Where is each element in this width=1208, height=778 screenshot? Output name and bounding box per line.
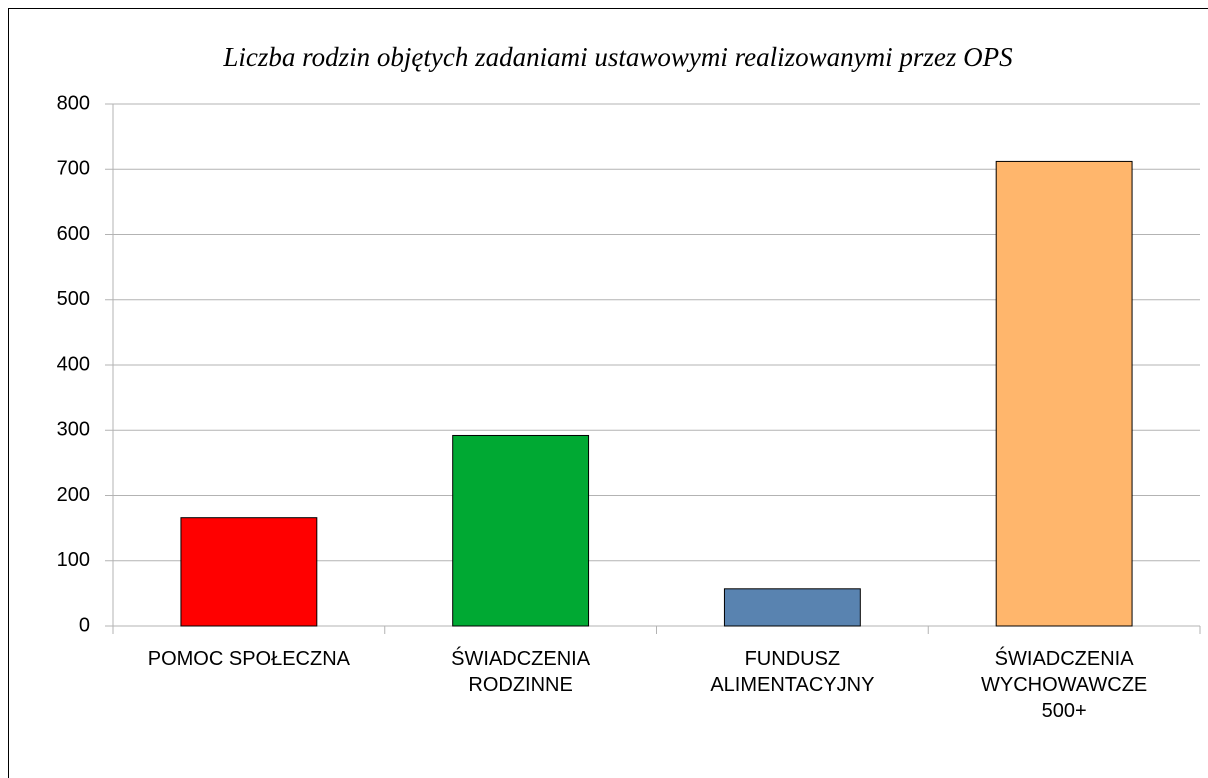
chart-title: Liczba rodzin objętych zadaniami ustawow… bbox=[222, 42, 1013, 72]
x-tick-label: FUNDUSZ ALIMENTACYJNY bbox=[710, 648, 875, 696]
y-tick-label: 500 bbox=[57, 288, 90, 310]
x-tick-label: ŚWIADCZENIA RODZINNE bbox=[451, 648, 591, 696]
x-tick-label: POMOC SPOŁECZNA bbox=[147, 648, 350, 670]
frame bbox=[8, 8, 1208, 778]
y-tick-label: 600 bbox=[57, 223, 90, 245]
y-tick-label: 800 bbox=[57, 92, 90, 114]
x-tick-label: ŚWIADCZENIA WYCHOWAWCZE 500+ bbox=[980, 648, 1148, 722]
y-tick-label: 200 bbox=[57, 484, 90, 506]
y-tick-label: 100 bbox=[57, 549, 90, 571]
y-tick-label: 0 bbox=[79, 614, 90, 636]
bar bbox=[995, 160, 1133, 627]
y-tick-label: 300 bbox=[57, 419, 90, 441]
bar bbox=[180, 517, 318, 627]
bar bbox=[723, 588, 861, 627]
y-tick-label: 400 bbox=[57, 353, 90, 375]
y-tick-label: 700 bbox=[57, 158, 90, 180]
bar bbox=[452, 434, 590, 627]
